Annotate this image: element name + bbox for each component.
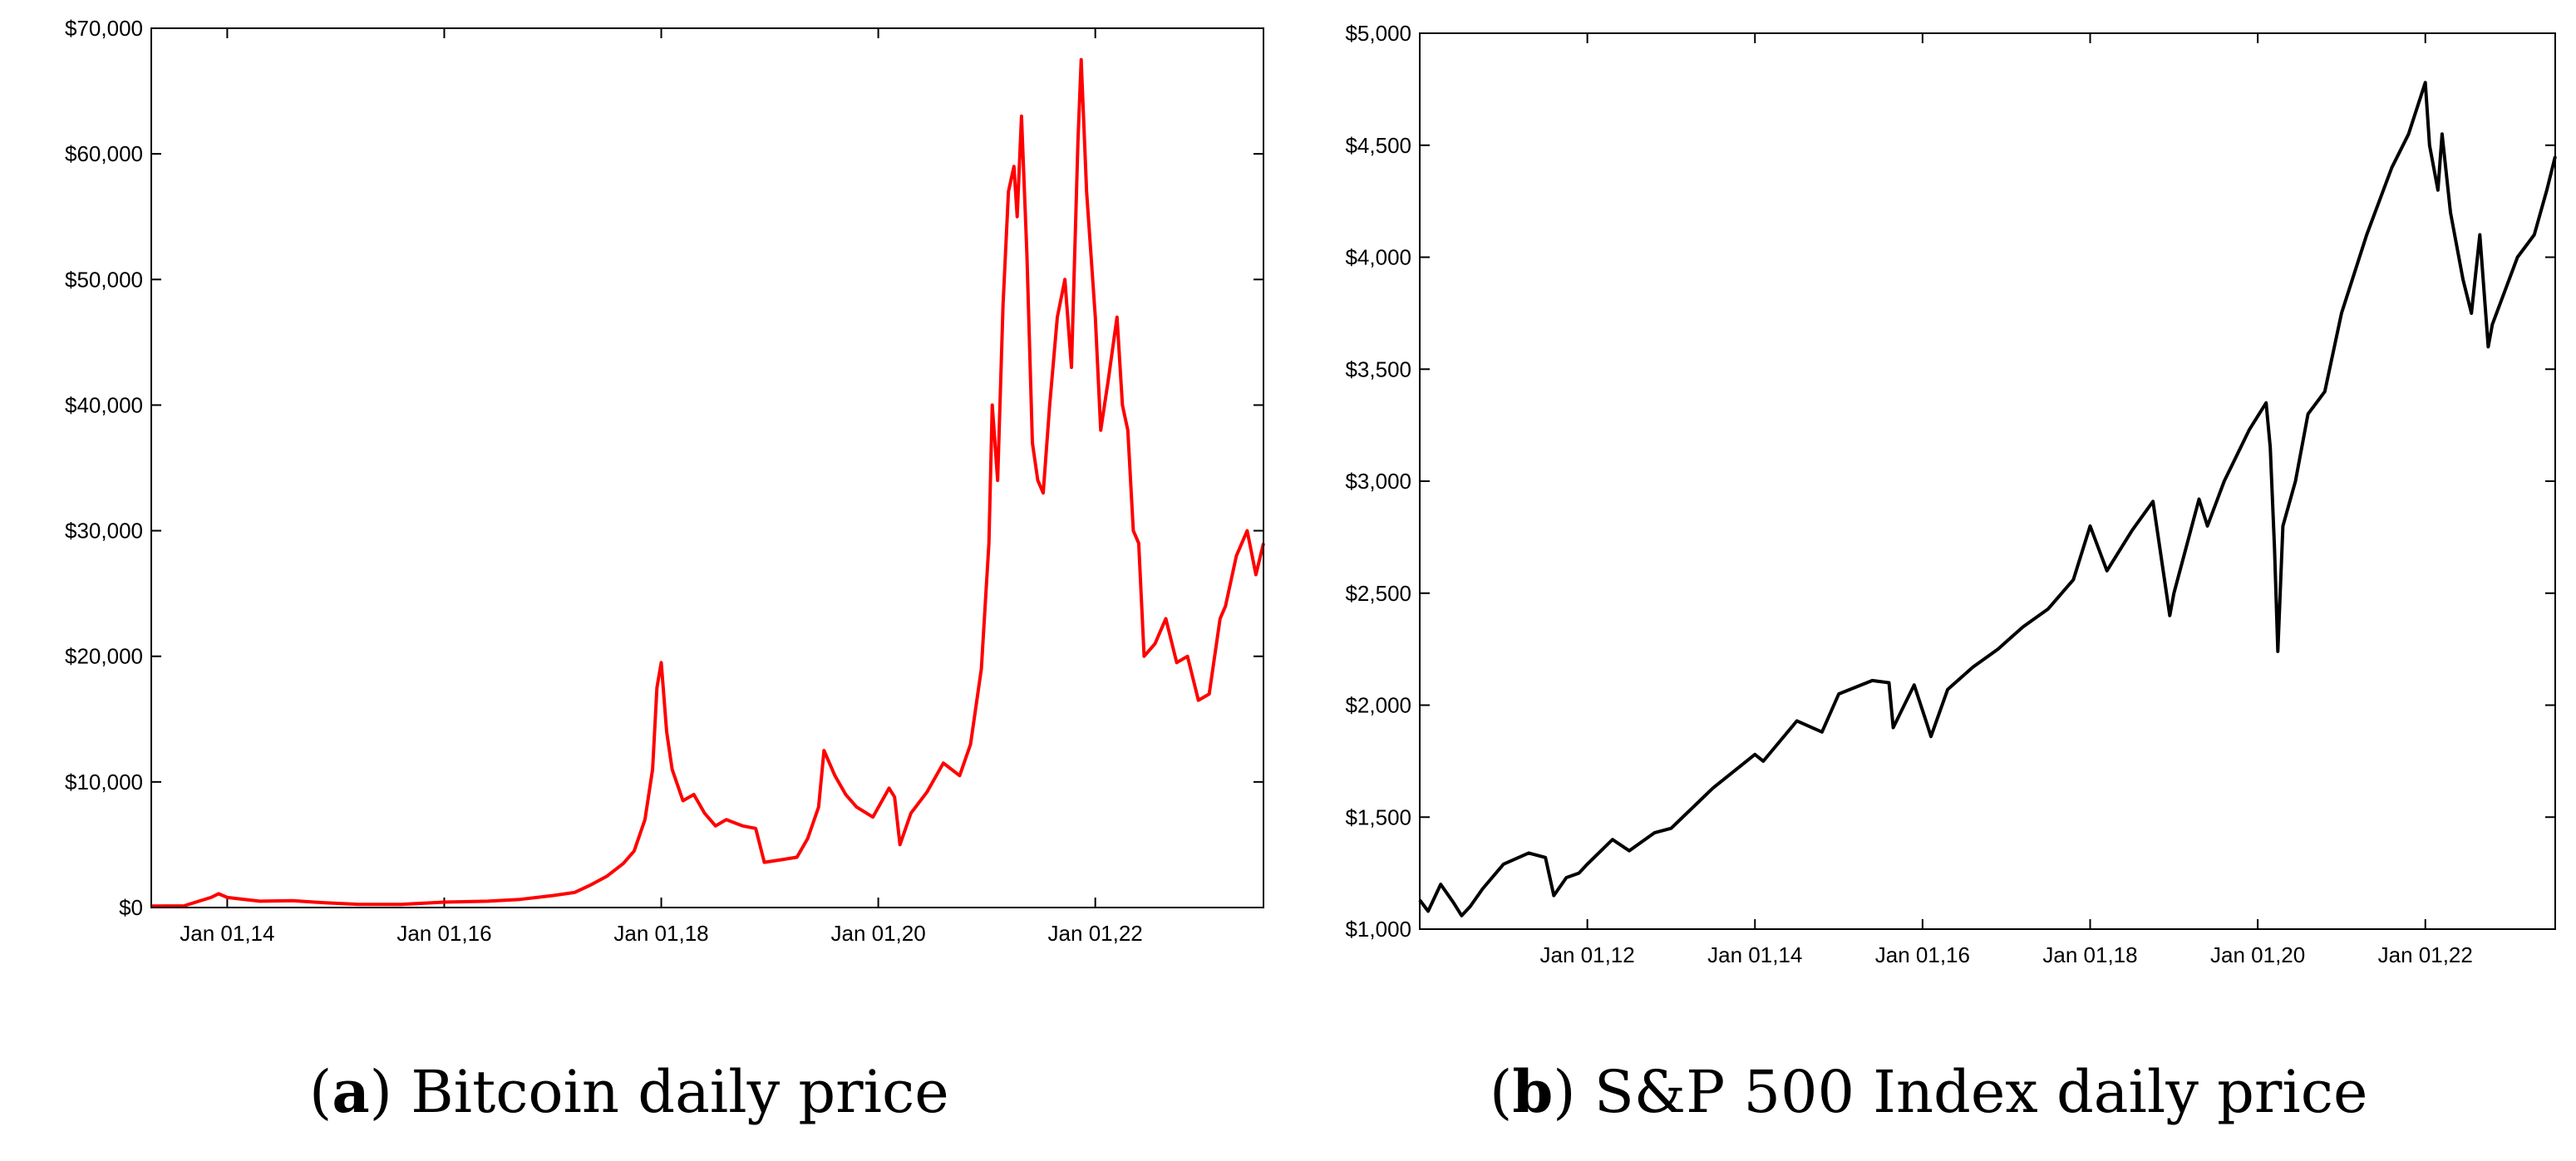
- y-tick-label: $50,000: [65, 267, 143, 292]
- plot-frame: [150, 27, 1264, 908]
- x-tick-label: Jan 01,16: [1875, 942, 1970, 967]
- y-tick-label: $60,000: [65, 141, 143, 166]
- x-tick-label: Jan 01,22: [1048, 921, 1143, 946]
- x-tick-label: Jan 01,22: [2378, 942, 2473, 967]
- x-tick-label: Jan 01,20: [2210, 942, 2305, 967]
- y-tick-label: $0: [119, 895, 143, 920]
- caption-a: (a) Bitcoin daily price: [309, 1057, 949, 1126]
- x-tick-label: Jan 01,14: [180, 921, 274, 946]
- chart-sp500: $1,000 $1,500 $2,000 $2,500 $3,000 $3,500 $4,0…: [1345, 21, 2557, 967]
- caption-a-text: Bitcoin daily price: [411, 1058, 949, 1126]
- series-line-bitcoin: [150, 57, 1265, 908]
- caption-b-letter: b: [1512, 1057, 1554, 1126]
- y-tick-label: $2,500: [1345, 581, 1411, 606]
- y-tick-label: $70,000: [65, 16, 143, 41]
- y-tick-label: $2,000: [1345, 693, 1411, 718]
- y-tick-label: $1,500: [1345, 804, 1411, 829]
- x-tick-label: Jan 01,16: [396, 921, 491, 946]
- y-tick-label: $1,000: [1345, 917, 1411, 942]
- y-tick-label: $20,000: [65, 644, 143, 669]
- caption-a-letter: a: [332, 1057, 370, 1126]
- y-tick-label: $4,500: [1345, 133, 1411, 158]
- x-tick-label: Jan 01,12: [1540, 942, 1635, 967]
- x-tick-label: Jan 01,18: [2042, 942, 2137, 967]
- y-tick-label: $10,000: [65, 770, 143, 794]
- y-tick-label: $30,000: [65, 519, 143, 544]
- y-tick-label: $3,000: [1345, 469, 1411, 494]
- y-tick-label: $3,500: [1345, 357, 1411, 381]
- x-tick-label: Jan 01,18: [613, 921, 708, 946]
- plot-frame: [1419, 32, 2556, 930]
- y-tick-label: $5,000: [1345, 21, 1411, 46]
- chart-bitcoin: $0 $10,000 $20,000 $30,000 $40,000 $50,000 $60…: [65, 16, 1265, 946]
- series-line-s-p-500: [1418, 81, 2557, 917]
- x-tick-label: Jan 01,20: [830, 921, 925, 946]
- y-tick-label: $40,000: [65, 392, 143, 417]
- y-tick-label: $4,000: [1345, 245, 1411, 270]
- caption-b-text: S&P 500 Index daily price: [1593, 1058, 2368, 1126]
- x-tick-label: Jan 01,14: [1707, 942, 1802, 967]
- caption-b: (b) S&P 500 Index daily price: [1490, 1057, 2368, 1126]
